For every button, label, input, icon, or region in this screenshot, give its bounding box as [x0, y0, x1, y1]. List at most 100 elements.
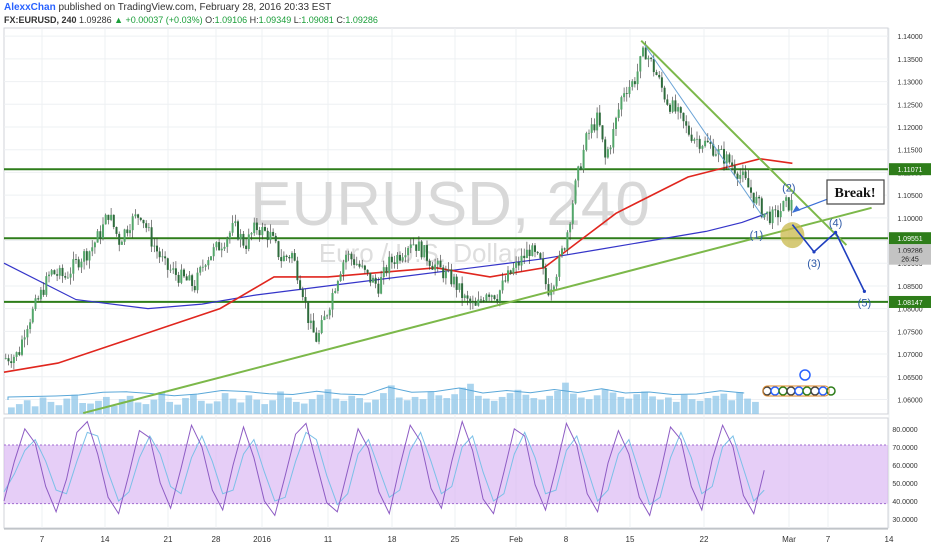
volume-bar: [688, 399, 696, 414]
trendlines[interactable]: [82, 40, 872, 415]
time-tick: 14: [885, 535, 894, 544]
candle-body: [490, 295, 493, 297]
candle-body: [169, 269, 172, 271]
volume-bar: [221, 393, 229, 414]
candle-body: [231, 223, 234, 233]
volume-bar: [197, 400, 205, 414]
time-tick: 15: [626, 535, 635, 544]
volume-bar: [332, 398, 340, 414]
oscillator-tick: 60.0000: [892, 463, 917, 470]
volume-bar: [475, 395, 482, 414]
symbol-label[interactable]: FX:EURUSD, 240: [4, 15, 77, 25]
time-tick: 8: [564, 535, 569, 544]
candle-body: [199, 267, 202, 273]
candle-body: [752, 192, 755, 204]
candle-body: [363, 265, 366, 270]
event-badge: [770, 386, 780, 396]
volume-bar: [150, 399, 158, 414]
candle-body: [301, 289, 304, 298]
candle-body: [488, 294, 491, 297]
volume-bar: [47, 401, 55, 414]
publish-line: AlexxChan published on TradingView.com, …: [4, 2, 331, 13]
time-tick: 22: [700, 535, 709, 544]
break-label-box[interactable]: [826, 179, 885, 205]
volume-bar: [736, 392, 743, 414]
candle-body: [471, 302, 474, 304]
volume-bar: [39, 397, 47, 414]
candle-body: [15, 352, 18, 357]
candle-body: [61, 267, 64, 277]
event-badge: [786, 386, 796, 396]
candle-body: [542, 258, 545, 268]
volume-bar: [308, 399, 316, 414]
event-badge: [778, 386, 788, 396]
candle-body: [299, 280, 302, 290]
author-link[interactable]: AlexxChan: [4, 2, 56, 13]
candle-body: [615, 117, 617, 129]
break-label: Break!: [835, 186, 876, 201]
volume-bar: [372, 399, 379, 414]
volume-bar: [237, 402, 245, 414]
candle-body: [739, 175, 742, 179]
high-label: H:: [249, 15, 259, 25]
candle-body: [525, 249, 528, 259]
time-axis[interactable]: 7 14 21 28 2016 11 18 25 Feb 8 15 22 Mar 7 14: [4, 528, 894, 544]
candle-body: [528, 249, 531, 257]
wave-annotations[interactable]: (1) (2) (3) (4) (5): [750, 182, 871, 309]
price-tick: 1.11500: [898, 148, 923, 155]
candle-body: [407, 247, 410, 256]
volume-bar: [625, 398, 633, 414]
candle-body: [320, 320, 323, 334]
candle-body: [623, 93, 626, 98]
candle-body: [787, 197, 790, 211]
candle-body: [139, 217, 142, 220]
candle-body: [56, 274, 59, 276]
volume-bar: [411, 396, 419, 414]
candle-body: [566, 232, 569, 250]
volume-bar: [15, 404, 23, 414]
price-axis[interactable]: 1.14000 1.13500 1.13000 1.12500 1.12000 1.115…: [889, 34, 931, 404]
candle-body: [585, 133, 588, 150]
price-tag: 1.11071: [898, 167, 923, 174]
candle-body: [636, 71, 639, 85]
oscillator-tick: 30.0000: [892, 517, 917, 524]
candle-body: [496, 299, 499, 302]
candle-body: [280, 257, 283, 262]
candle-body: [720, 148, 723, 150]
candle-body: [312, 320, 315, 333]
candle-body: [307, 301, 310, 324]
candle-body: [339, 273, 342, 282]
volume-bar: [427, 392, 435, 414]
candle-body: [255, 222, 258, 231]
candle-body: [512, 267, 515, 274]
candle-body: [434, 264, 437, 270]
price-tick: 1.07000: [897, 352, 922, 359]
volume-bar: [166, 401, 174, 414]
candle-body: [706, 140, 709, 143]
candle-body: [498, 290, 501, 302]
volume-bar: [316, 394, 324, 414]
candle-body: [201, 266, 204, 268]
candle-body: [153, 245, 156, 247]
volume-bar: [649, 396, 656, 414]
volume-bar: [110, 405, 118, 414]
candle-body: [226, 238, 229, 247]
candle-body: [137, 214, 140, 218]
candle-body: [274, 235, 277, 242]
event-badges[interactable]: [762, 369, 836, 397]
price-tick: 1.10500: [897, 193, 922, 200]
candle-body: [658, 74, 661, 78]
candle-body: [714, 154, 717, 156]
time-tick: 14: [101, 535, 110, 544]
candle-body: [669, 104, 671, 112]
candle-body: [439, 260, 442, 268]
candle-body: [679, 107, 682, 113]
volume-bar: [364, 402, 371, 414]
volume-bar: [459, 387, 466, 414]
volume-bar: [720, 393, 728, 414]
candle-body: [698, 138, 701, 149]
candle-body: [517, 262, 520, 266]
candle-body: [550, 289, 553, 296]
price-tick: 1.07500: [897, 329, 922, 336]
